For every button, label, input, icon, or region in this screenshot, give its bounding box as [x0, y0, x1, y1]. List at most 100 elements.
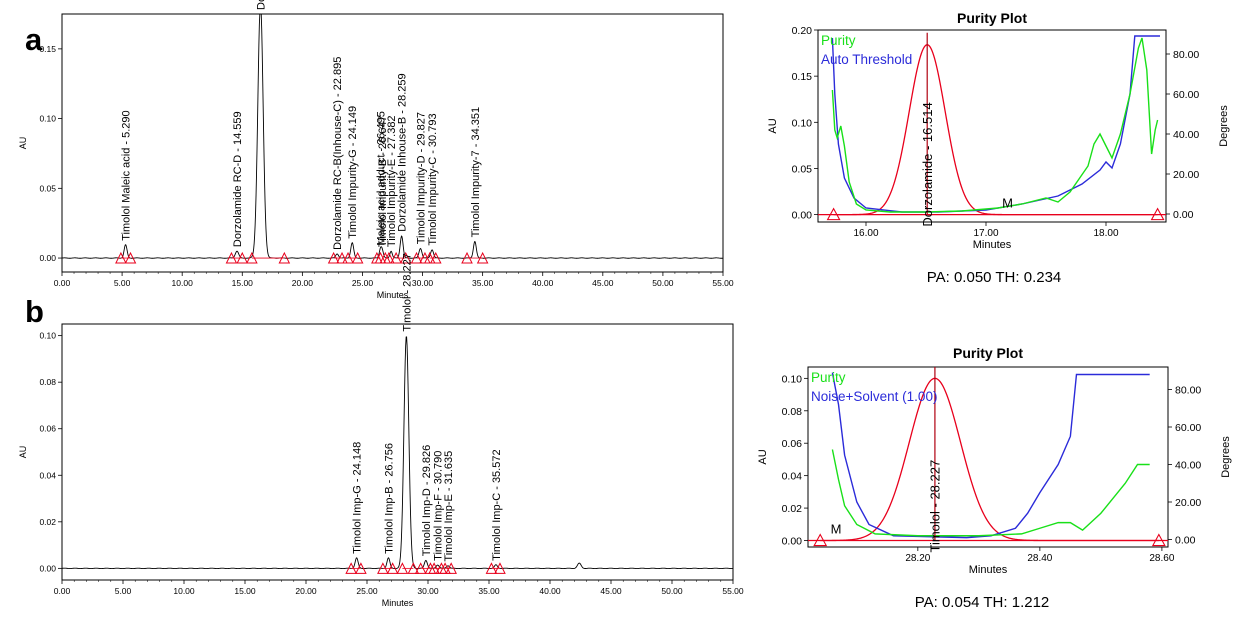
- peak-label: Timolol Imp-D - 29.826: [421, 445, 433, 556]
- plot-frame: [61, 13, 724, 273]
- x-tick-label: 28.40: [1027, 553, 1052, 564]
- y2-axis-title: Degrees: [1220, 436, 1232, 478]
- y-tick-label: 0.08: [39, 377, 56, 387]
- x-tick-label: 18.00: [1093, 228, 1118, 239]
- x-tick-label: 16.00: [853, 228, 878, 239]
- y2-tick-label: 20.00: [1173, 169, 1199, 181]
- peak-label: Timolol - 28.227: [927, 460, 942, 553]
- y-tick-label: 0.00: [782, 536, 803, 548]
- m-marker: M: [1002, 196, 1013, 211]
- x-tick-label: 30.00: [412, 278, 434, 288]
- integration-marker: [410, 251, 423, 264]
- x-tick-label: 17.00: [973, 228, 998, 239]
- peak-label: Maleic acid adduct - 26.495: [375, 111, 387, 246]
- x-tick-label: 15.00: [232, 278, 254, 288]
- peak-label: Dorzolamide - 16.514: [920, 102, 935, 226]
- plot-area: [808, 367, 1168, 542]
- x-tick-label: 30.00: [417, 586, 439, 596]
- purity-b-footer: PA: 0.054 TH: 1.212: [915, 594, 1050, 611]
- y-tick-label: 0.04: [782, 471, 803, 483]
- chromatogram-a: 0.00 5.00 10.00 15.00 20.00 25.00 30.00 35.00 40…: [18, 0, 734, 300]
- x-tick-label: 10.00: [173, 586, 195, 596]
- x-tick-label: 55.00: [722, 586, 744, 596]
- y2-axis-title: Degrees: [1218, 105, 1230, 147]
- y-axis-title: AU: [18, 137, 28, 150]
- plot-frame: [817, 29, 1167, 223]
- plot-frame: [807, 366, 1169, 548]
- integration-marker: [1151, 533, 1166, 547]
- x-tick-label: 55.00: [712, 278, 734, 288]
- purity-trace: [831, 37, 1159, 213]
- integration-marker: [494, 562, 506, 574]
- y-tick-label: 0.10: [782, 373, 803, 385]
- peak-label: Dorzolamide RC-D - 14.559: [232, 111, 244, 247]
- y-tick-label: 0.15: [792, 71, 813, 83]
- integration-marker: [124, 251, 137, 264]
- y2-tick-label: 80.00: [1175, 385, 1201, 397]
- x-tick-label: 25.00: [352, 278, 374, 288]
- peak-label: Timolol - 28.227: [401, 253, 413, 331]
- panel-label-a: a: [25, 22, 43, 57]
- purity-title: Purity Plot: [957, 10, 1027, 26]
- purity-trace: [831, 449, 1150, 537]
- x-tick-label: 45.00: [600, 586, 622, 596]
- integration-marker: [351, 251, 364, 264]
- x-tick-label: 0.00: [54, 586, 71, 596]
- y-tick-label: 0.06: [39, 424, 56, 434]
- integration-marker: [390, 251, 402, 264]
- integration-marker: [826, 207, 841, 221]
- x-axis-title: Minutes: [377, 290, 409, 300]
- y-tick-label: 0.02: [39, 517, 56, 527]
- peak-label: Timolol Impurity-G - 24.149: [347, 106, 359, 239]
- x-axis-title: Minutes: [973, 239, 1012, 251]
- y2-tick-label: 0.00: [1175, 535, 1196, 547]
- integration-marker: [429, 251, 442, 264]
- peak-label: Timolol Imp-C - 35.572: [491, 449, 503, 560]
- y-tick-label: 0.08: [782, 406, 803, 418]
- x-tick-label: 0.00: [54, 278, 71, 288]
- y2-tick-label: 80.00: [1173, 49, 1199, 61]
- plot-frame: [61, 323, 734, 581]
- peak-label: Dorzolamide RC-B(Inhouse-C) - 22.895: [332, 57, 344, 250]
- x-tick-label: 35.00: [472, 278, 494, 288]
- integration-marker: [115, 251, 127, 264]
- x-tick-label: 40.00: [539, 586, 561, 596]
- plot-area: [818, 32, 1166, 216]
- y-tick-label: 0.05: [39, 183, 56, 193]
- integration-marker: [345, 562, 357, 574]
- x-tick-label: 10.00: [172, 278, 194, 288]
- y-tick-label: 0.10: [39, 331, 56, 341]
- x-tick-label: 50.00: [652, 278, 674, 288]
- x-tick-label: 20.00: [292, 278, 314, 288]
- y2-tick-label: 60.00: [1173, 89, 1199, 101]
- integration-marker: [485, 562, 498, 574]
- chromatogram-trace: [61, 336, 734, 570]
- y-tick-label: 0.10: [39, 114, 56, 124]
- integration-marker: [476, 251, 489, 264]
- integration-marker: [1150, 207, 1165, 221]
- integration-marker: [428, 562, 440, 574]
- y-tick-label: 0.10: [792, 117, 813, 129]
- purity-a-footer: PA: 0.050 TH: 0.234: [927, 269, 1062, 286]
- integration-marker: [396, 562, 409, 574]
- spectrum-peak-trace: [818, 44, 1166, 216]
- x-tick-label: 25.00: [356, 586, 378, 596]
- m-marker: M: [831, 522, 842, 537]
- y-tick-label: 0.04: [39, 470, 56, 480]
- y-axis-title: AU: [757, 449, 769, 464]
- x-tick-label: 5.00: [114, 278, 131, 288]
- integration-marker: [423, 251, 436, 264]
- panel-label-b: b: [25, 294, 44, 329]
- y2-tick-label: 20.00: [1175, 497, 1201, 509]
- peak-label: Timolol Imp-G - 24.148: [352, 442, 364, 554]
- integration-marker: [445, 562, 457, 574]
- integration-marker: [461, 251, 473, 264]
- y2-tick-label: 40.00: [1175, 460, 1201, 472]
- integration-marker: [383, 251, 395, 264]
- x-tick-label: 28.20: [905, 553, 930, 564]
- peak-label: Timolol Impurity-7 - 34.351: [470, 107, 482, 237]
- x-tick-label: 40.00: [532, 278, 554, 288]
- peak-label: Timolol Maleic acid - 5.290: [121, 110, 133, 240]
